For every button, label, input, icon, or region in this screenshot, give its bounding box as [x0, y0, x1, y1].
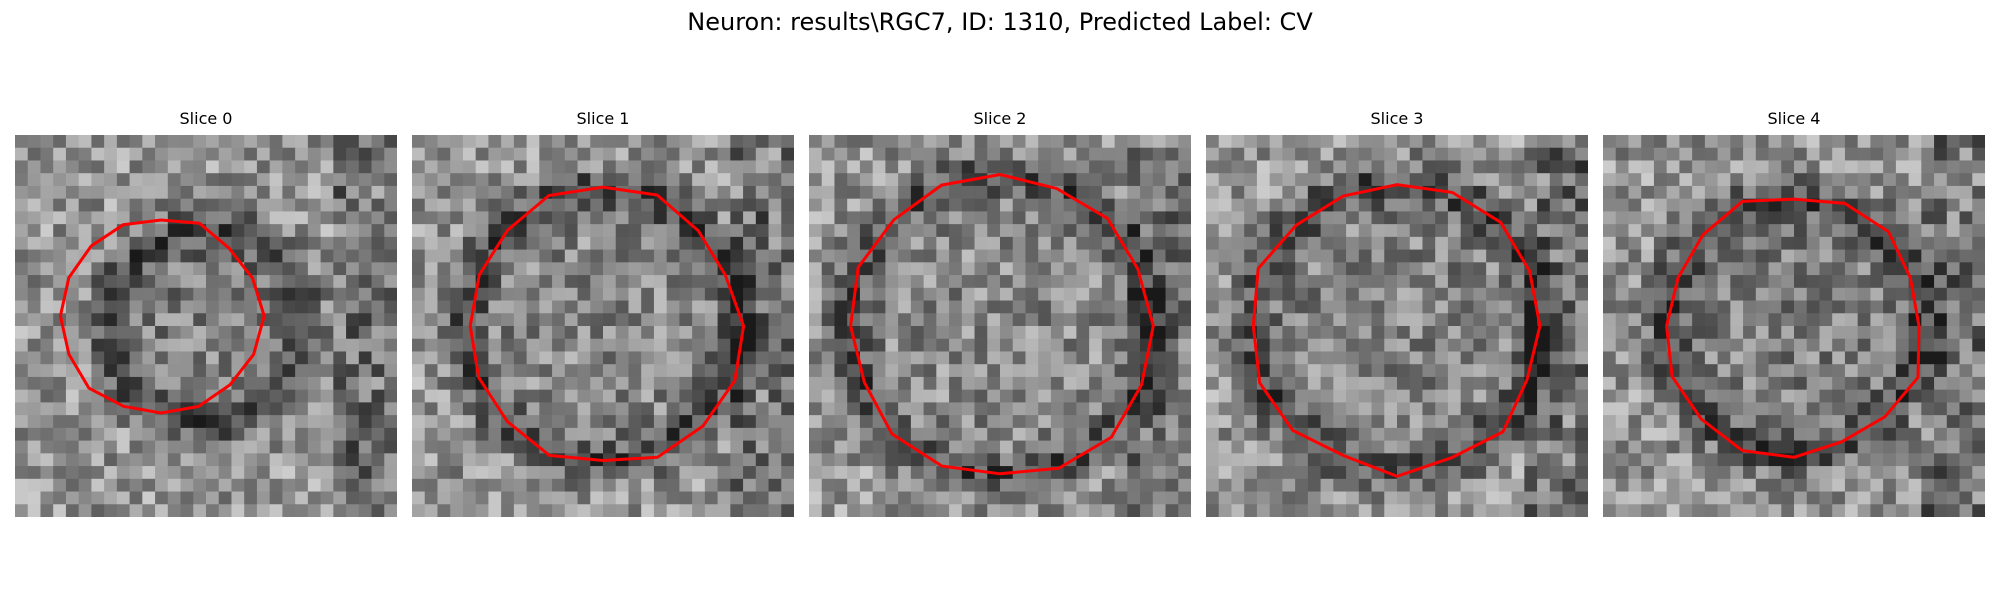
contour-outline: [58, 218, 266, 415]
slice-panel-0: Slice 0: [15, 109, 397, 520]
slice-image-1: [412, 135, 794, 517]
slice-panel-3: Slice 3: [1206, 109, 1588, 520]
contour-outline: [1665, 197, 1921, 459]
slice-title-3: Slice 3: [1370, 109, 1424, 128]
slice-image-3: [1206, 135, 1588, 517]
slice-title-4: Slice 4: [1767, 109, 1821, 128]
pixel-grid: [1603, 135, 1985, 517]
slice-image-0: [15, 135, 397, 517]
slice-panel-2: Slice 2: [809, 109, 1191, 520]
pixel-grid: [1206, 135, 1588, 517]
slice-image-2: [809, 135, 1191, 517]
pixel-grid: [15, 135, 397, 517]
figure-title: Neuron: results\RGC7, ID: 1310, Predicte…: [687, 8, 1313, 36]
slice-panel-1: Slice 1: [412, 109, 794, 520]
contour-outline: [849, 172, 1155, 476]
contour-outline: [1251, 183, 1542, 478]
pixel-grid: [412, 135, 794, 517]
slice-title-0: Slice 0: [179, 109, 233, 128]
slice-title-2: Slice 2: [973, 109, 1027, 128]
pixel-grid: [809, 135, 1191, 517]
slice-title-1: Slice 1: [576, 109, 630, 128]
slice-image-4: [1603, 135, 1985, 517]
slice-panel-4: Slice 4: [1603, 109, 1985, 520]
contour-outline: [468, 185, 746, 463]
